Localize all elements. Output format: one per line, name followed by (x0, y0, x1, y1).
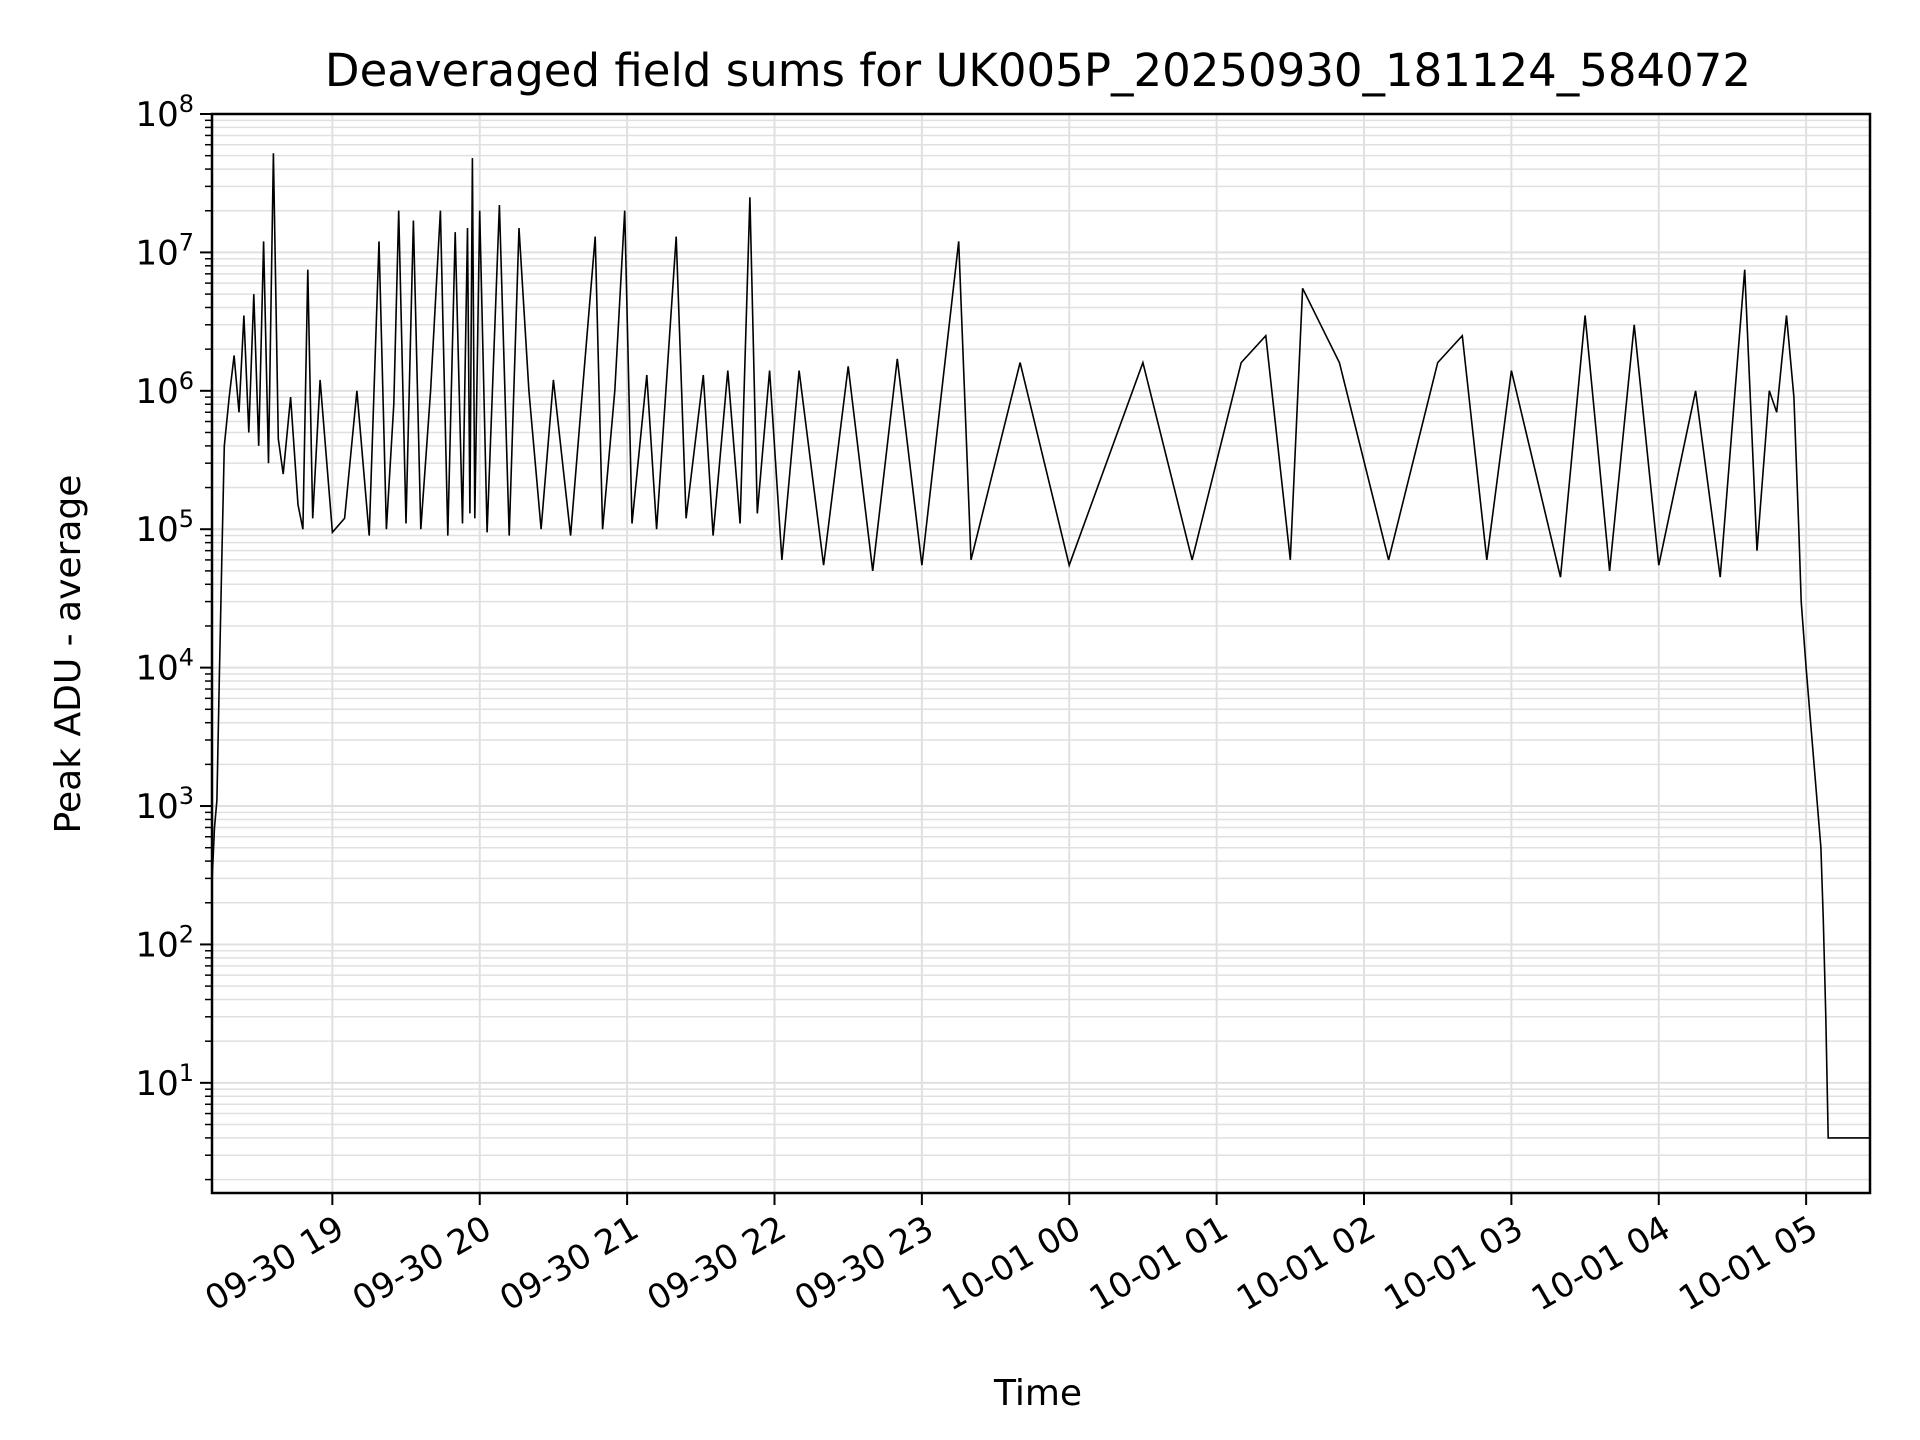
y-tick-label: 108 (135, 90, 194, 135)
y-axis-title: Peak ADU - average (48, 475, 89, 834)
y-tick-label: 104 (135, 644, 194, 689)
chart-title: Deaveraged field sums for UK005P_2025093… (325, 44, 1751, 97)
x-axis-title: Time (993, 1373, 1082, 1414)
series-group (211, 153, 1870, 1139)
y-tick-label: 102 (135, 920, 194, 965)
y-tick-label: 103 (135, 782, 194, 827)
y-tick-label: 107 (135, 228, 194, 273)
y-tick-label: 101 (135, 1059, 194, 1104)
y-tick-label: 105 (135, 505, 194, 550)
y-tick-label: 106 (135, 367, 194, 412)
plot-frame (210, 112, 1872, 1195)
series-line (211, 153, 1870, 1139)
